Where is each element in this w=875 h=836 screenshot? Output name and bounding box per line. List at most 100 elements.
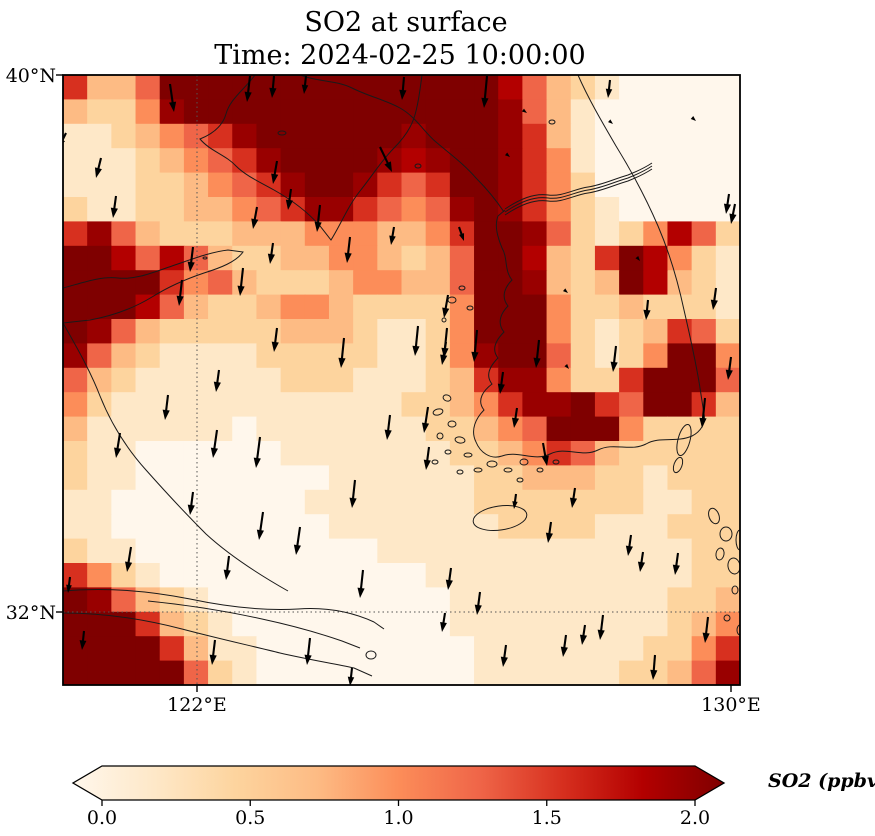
heatmap-cell — [183, 343, 209, 369]
heatmap-cell — [87, 221, 112, 247]
heatmap-cell — [643, 367, 669, 393]
heatmap-cell — [401, 465, 427, 491]
wind-arrow-shaft — [239, 267, 245, 290]
heatmap-cell — [135, 148, 161, 174]
wind-arrow-head — [347, 676, 355, 685]
heatmap-cell — [111, 611, 137, 637]
heatmap-cell — [256, 343, 282, 369]
heatmap-cell — [498, 611, 523, 637]
heatmap-cell — [594, 99, 620, 125]
wind-arrow-head — [608, 119, 613, 124]
wind-arrow-head — [610, 361, 618, 372]
wind-arrow-head — [349, 497, 357, 508]
heatmap-cell — [87, 99, 112, 125]
heatmap-cell — [208, 660, 233, 685]
heatmap-cell — [256, 75, 282, 100]
heatmap-cell — [619, 221, 644, 247]
heatmap-cell — [498, 392, 523, 418]
wind-arrow-head — [511, 417, 520, 428]
heatmap-cell — [546, 611, 572, 637]
heatmap-cell — [667, 99, 693, 125]
wind-arrow-shaft — [424, 406, 430, 427]
heatmap-cell — [594, 636, 620, 662]
heatmap-cell — [594, 221, 620, 247]
heatmap-cell — [87, 245, 112, 271]
heatmap-cell — [619, 587, 644, 613]
heatmap-cell — [208, 489, 233, 515]
heatmap-cell — [498, 221, 523, 247]
heatmap-cell — [256, 563, 282, 588]
heatmap-cell — [328, 563, 354, 588]
heatmap-cell — [498, 123, 523, 149]
heatmap-cell — [377, 75, 403, 100]
heatmap-cell — [377, 367, 403, 393]
heatmap-cell — [546, 245, 572, 271]
heatmap-cell — [594, 294, 620, 320]
heatmap-cell — [546, 563, 572, 588]
heatmap-cell — [135, 465, 161, 491]
wind-arrow-head — [564, 364, 569, 369]
wind-arrow-head — [384, 429, 392, 440]
wind-arrows — [63, 75, 737, 685]
heatmap-cell — [232, 197, 258, 222]
heatmap-cell — [643, 611, 669, 637]
wind-arrow-head — [110, 207, 118, 218]
heatmap-cell — [643, 392, 669, 418]
heatmap-cell — [208, 465, 233, 491]
heatmap-cell — [667, 538, 693, 564]
heatmap-cell — [401, 441, 427, 466]
heatmap-cell — [111, 99, 137, 125]
heatmap-cell — [183, 221, 209, 247]
wind-arrow-shaft — [164, 394, 170, 414]
colorbar: 0.0 0.5 1.0 1.5 2.0 — [71, 765, 726, 829]
heatmap-cell — [87, 489, 112, 515]
heatmap-cell — [498, 148, 523, 174]
wind-arrow-head — [579, 634, 588, 645]
heatmap-cell — [280, 660, 306, 685]
island-outline — [536, 467, 544, 473]
heatmap-cell — [353, 367, 378, 393]
heatmap-cell — [667, 392, 693, 418]
heatmap-cell — [63, 197, 88, 222]
heatmap-cell — [498, 489, 523, 515]
lon-tick-122E: 122°E — [167, 694, 227, 716]
heatmap-cell — [63, 416, 88, 442]
heatmap-cell — [425, 75, 451, 100]
wind-arrow-shaft — [178, 279, 184, 300]
heatmap-cell — [280, 75, 306, 100]
heatmap-cell — [691, 245, 717, 271]
heatmap-cell — [183, 441, 209, 466]
heatmap-cell — [619, 197, 644, 222]
heatmap-cell — [63, 75, 88, 100]
colorbar-tick-label: 1.5 — [532, 807, 562, 829]
heatmap-cell — [546, 587, 572, 613]
heatmap-cell — [328, 514, 354, 540]
heatmap-cell — [425, 563, 451, 588]
heatmap-cell — [111, 367, 137, 393]
heatmap-cell — [63, 441, 88, 466]
heatmap-cell — [691, 367, 717, 393]
heatmap-cell — [401, 245, 427, 271]
heatmap-cell — [159, 148, 185, 174]
heatmap-cell — [87, 416, 112, 442]
heatmap-cell — [377, 172, 403, 198]
heatmap-cell — [715, 294, 740, 320]
heatmap-cell — [425, 148, 451, 174]
heatmap-cell — [449, 343, 475, 369]
heatmap-cell — [87, 123, 112, 149]
wind-arrow-head — [344, 252, 352, 263]
heatmap-cell — [63, 123, 88, 149]
heatmap-cell — [401, 294, 427, 320]
wind-arrow-shaft — [473, 329, 479, 356]
chart-title-line1: SO2 at surface — [304, 7, 507, 38]
heatmap-cell — [183, 465, 209, 491]
heatmap-cell — [304, 441, 330, 466]
heatmap-cell — [570, 75, 596, 100]
heatmap-cell — [449, 465, 475, 491]
heatmap-cell — [715, 148, 740, 174]
heatmap-cell — [256, 538, 282, 564]
heatmap-cell — [280, 367, 306, 393]
heatmap-cell — [304, 416, 330, 442]
